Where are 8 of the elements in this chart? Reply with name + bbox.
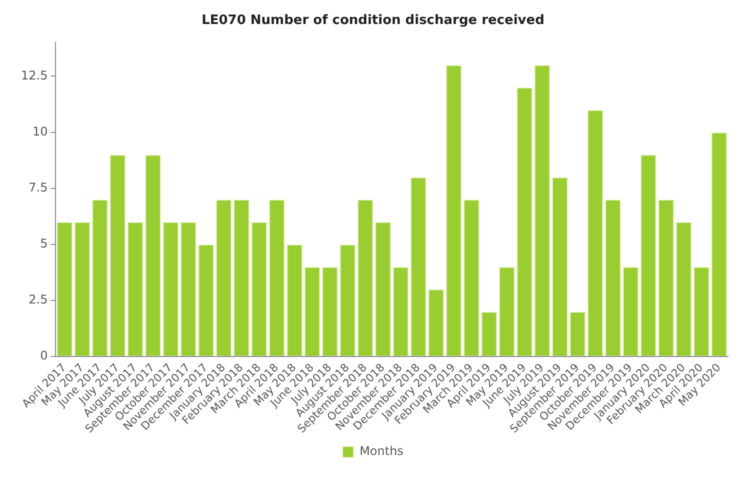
chart-title: LE070 Number of condition discharge received	[202, 13, 544, 28]
y-tick-label: 0	[40, 348, 48, 363]
y-tick-label: 7.5	[28, 180, 48, 194]
y-tick-label: 12.5	[21, 68, 48, 82]
legend-label: Months	[360, 444, 404, 458]
y-tick-label: 2.5	[28, 292, 48, 306]
y-tick-label: 5	[40, 236, 48, 250]
y-tick-label: 10	[32, 124, 48, 138]
